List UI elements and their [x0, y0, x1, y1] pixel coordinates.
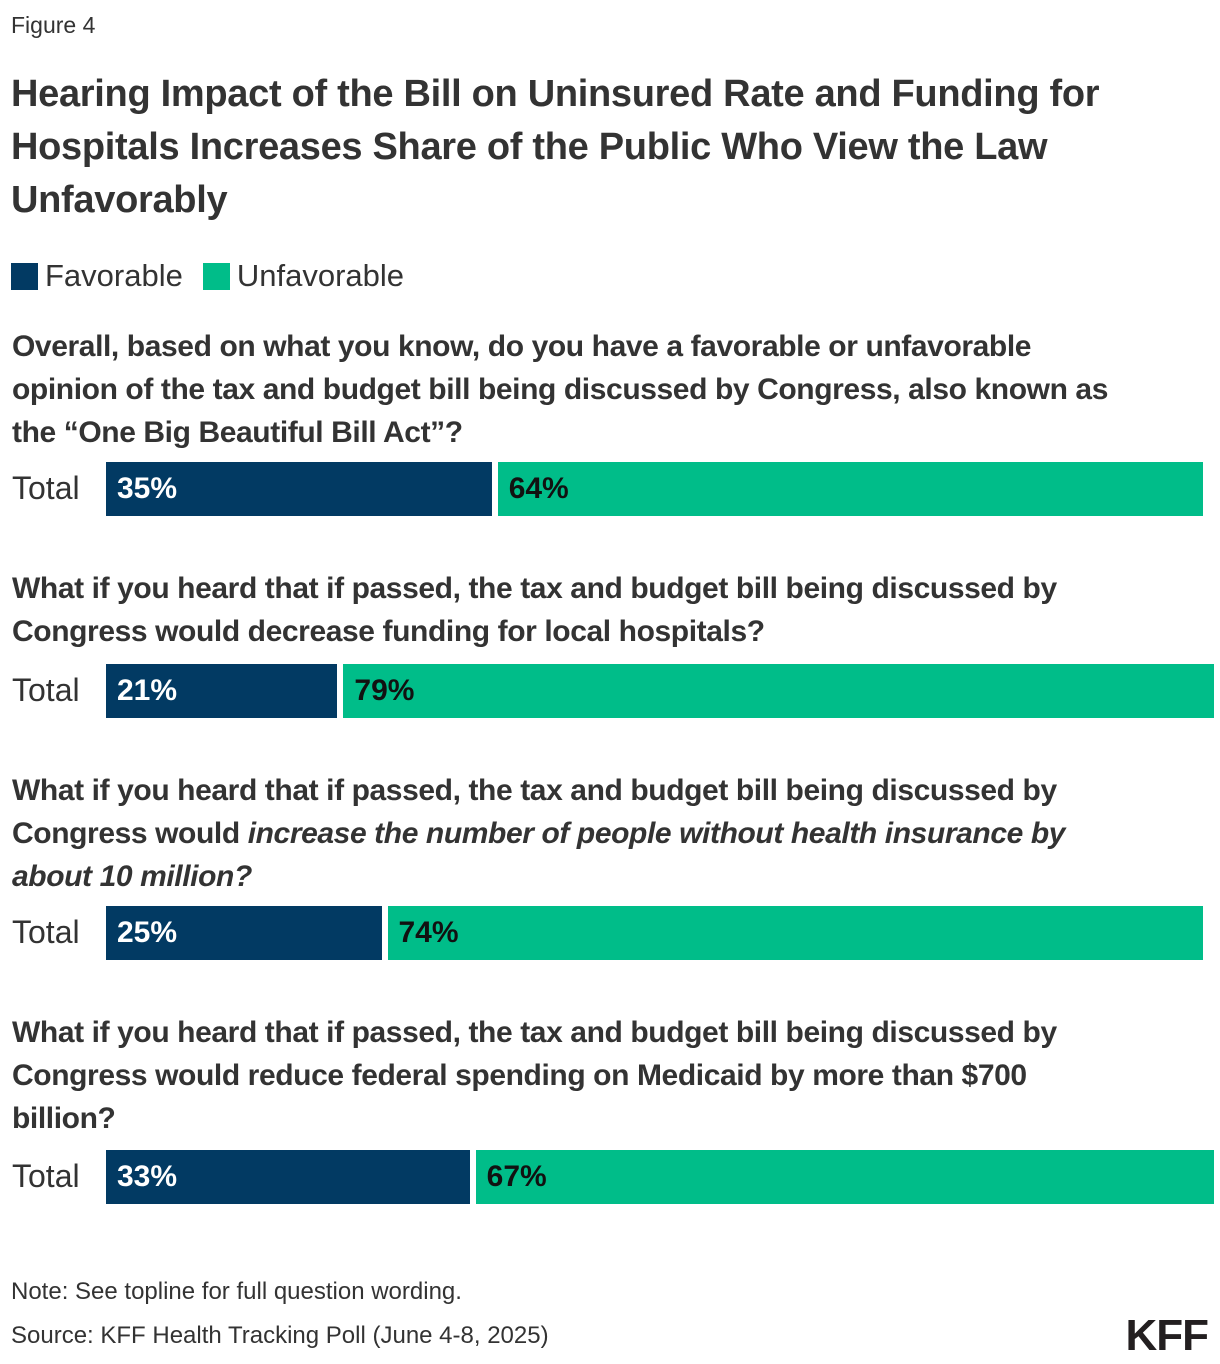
bar-unfavorable: 67% [475, 1150, 1214, 1204]
question-text: What if you heard that if passed, the ta… [12, 1011, 1057, 1140]
figure-label: Figure 4 [11, 12, 96, 38]
question-line: Overall, based on what you know, do you … [12, 325, 1108, 368]
question-text: What if you heard that if passed, the ta… [12, 567, 1057, 653]
question-segment: Congress would reduce federal spending o… [12, 1059, 1027, 1092]
question-segment: the “One Big Beautiful Bill Act”? [12, 416, 463, 449]
data-label-favorable: 35% [117, 472, 178, 505]
bar-favorable: 21% [106, 664, 338, 718]
question-line: about 10 million? [12, 855, 1065, 898]
question-segment: Congress would [12, 817, 248, 850]
legend-item-unfavorable: Unfavorable [202, 258, 405, 294]
data-label-favorable: 33% [117, 1160, 178, 1193]
row-label: Total [12, 914, 80, 950]
source: Source: KFF Health Tracking Poll (June 4… [11, 1322, 549, 1349]
question-line: Congress would reduce federal spending o… [12, 1054, 1057, 1097]
bar-favorable: 35% [106, 462, 492, 516]
question-segment: billion? [12, 1102, 116, 1135]
question-segment: opinion of the tax and budget bill being… [12, 373, 1109, 406]
data-label-unfavorable: 79% [354, 674, 415, 707]
legend-swatch-unfavorable [202, 262, 230, 290]
question-segment: Overall, based on what you know, do you … [12, 330, 1032, 363]
bar-favorable: 33% [106, 1150, 470, 1204]
bar-unfavorable: 74% [387, 906, 1203, 960]
question-line: the “One Big Beautiful Bill Act”? [12, 411, 1108, 454]
chart-title: Hearing Impact of the Bill on Uninsured … [11, 73, 1100, 221]
legend-label-unfavorable: Unfavorable [236, 258, 405, 293]
legend-label-favorable: Favorable [45, 258, 183, 293]
question-line: What if you heard that if passed, the ta… [12, 769, 1065, 812]
question-line: Congress would decrease funding for loca… [12, 610, 1057, 653]
legend-swatch-favorable [11, 262, 38, 290]
question-line: billion? [12, 1097, 1057, 1140]
data-label-unfavorable: 67% [486, 1160, 547, 1193]
row-label: Total [12, 1158, 80, 1194]
question-segment: What if you heard that if passed, the ta… [12, 774, 1057, 807]
question-segment: Congress would decrease funding for loca… [12, 615, 765, 648]
question-emphasis: about 10 million? [12, 860, 252, 893]
row-label: Total [12, 672, 80, 708]
note: Note: See topline for full question word… [11, 1278, 462, 1305]
question-segment: What if you heard that if passed, the ta… [12, 572, 1057, 605]
bar-favorable: 25% [106, 906, 382, 960]
data-label-unfavorable: 74% [398, 916, 459, 949]
question-line: Congress would increase the number of pe… [12, 812, 1065, 855]
legend-item-favorable: Favorable [11, 258, 183, 294]
kff-logo: KFF [1125, 1311, 1209, 1360]
question-line: What if you heard that if passed, the ta… [12, 1011, 1057, 1054]
data-label-favorable: 25% [117, 916, 178, 949]
question-segment: What if you heard that if passed, the ta… [12, 1016, 1057, 1049]
legend: Favorable Unfavorable [11, 258, 424, 294]
question-line: What if you heard that if passed, the ta… [12, 567, 1057, 610]
data-label-unfavorable: 64% [508, 472, 569, 505]
question-text: Overall, based on what you know, do you … [12, 325, 1108, 454]
question-emphasis: increase the number of people without he… [247, 817, 1066, 850]
question-line: opinion of the tax and budget bill being… [12, 368, 1108, 411]
row-label: Total [12, 470, 80, 506]
data-label-favorable: 21% [117, 674, 178, 707]
bar-unfavorable: 79% [343, 664, 1214, 718]
bar-unfavorable: 64% [497, 462, 1203, 516]
question-text: What if you heard that if passed, the ta… [12, 769, 1065, 898]
